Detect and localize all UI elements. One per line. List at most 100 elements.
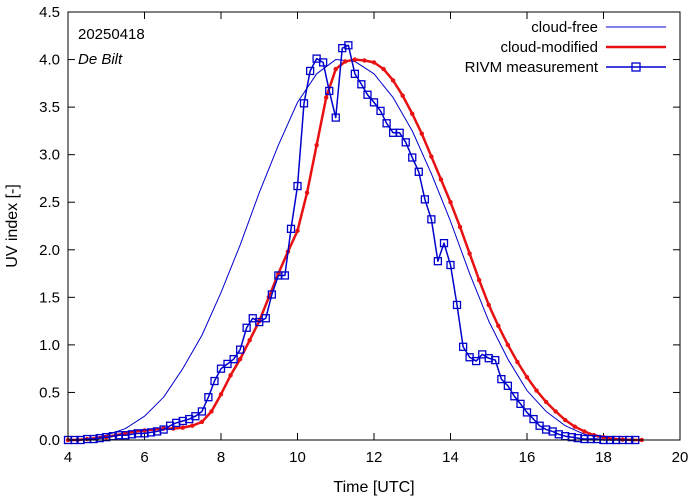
x-tick-label: 16: [519, 449, 536, 466]
point-cloud-modified: [438, 177, 444, 182]
legend-label-rivm-measurement: RIVM measurement: [465, 59, 599, 76]
x-tick-label: 12: [366, 449, 383, 466]
point-rivm-measurement: [363, 90, 372, 99]
point-rivm-measurement: [433, 257, 443, 266]
x-tick-label: 4: [64, 449, 72, 466]
point-cloud-modified: [563, 417, 568, 423]
point-rivm-measurement: [350, 69, 360, 78]
legend-label-cloud-modified: cloud-modified: [500, 39, 598, 56]
point-rivm-measurement: [197, 407, 207, 416]
point-cloud-modified: [543, 399, 549, 405]
y-tick-label: 4.0: [39, 52, 60, 69]
point-rivm-measurement: [325, 86, 334, 96]
point-cloud-modified: [343, 59, 348, 64]
point-rivm-measurement: [305, 66, 315, 76]
point-cloud-modified: [524, 375, 530, 380]
point-cloud-modified: [419, 131, 425, 136]
point-cloud-modified: [534, 388, 539, 393]
y-tick-label: 4.5: [39, 4, 60, 21]
point-cloud-modified: [237, 356, 243, 362]
x-tick-label: 20: [672, 449, 689, 466]
point-cloud-modified: [218, 392, 224, 397]
point-rivm-measurement: [408, 153, 417, 162]
date-label: 20250418: [78, 26, 145, 43]
y-tick-label: 2.5: [39, 194, 60, 211]
point-rivm-measurement: [458, 342, 468, 351]
point-rivm-measurement: [586, 434, 596, 444]
point-rivm-measurement: [471, 356, 481, 366]
point-cloud-modified: [362, 58, 367, 63]
legend-marker-rivm-measurement: [631, 62, 641, 72]
legend-label-cloud-free: cloud-free: [531, 19, 598, 36]
y-tick-label: 1.5: [39, 289, 60, 306]
point-cloud-modified: [457, 224, 463, 230]
x-tick-label: 14: [442, 449, 459, 466]
series-line-cloud-free: [67, 59, 650, 441]
point-rivm-measurement: [439, 238, 449, 248]
y-axis-title: UV index [-]: [4, 184, 21, 268]
x-axis-title: Time [UTC]: [333, 479, 414, 496]
point-cloud-modified: [247, 337, 252, 343]
point-cloud-modified: [467, 251, 472, 256]
point-rivm-measurement: [127, 430, 137, 439]
plot-frame: [67, 11, 681, 441]
y-tick-label: 1.0: [39, 337, 60, 354]
point-cloud-modified: [400, 93, 405, 98]
point-rivm-measurement: [491, 355, 500, 365]
point-cloud-modified: [486, 302, 491, 308]
point-rivm-measurement: [376, 106, 385, 116]
point-cloud-modified: [410, 111, 415, 116]
point-rivm-measurement: [401, 138, 410, 147]
point-rivm-measurement: [267, 290, 277, 299]
point-rivm-measurement: [503, 381, 513, 390]
point-cloud-modified: [496, 323, 501, 329]
point-rivm-measurement: [567, 432, 576, 442]
point-rivm-measurement: [299, 99, 309, 108]
point-cloud-modified: [190, 423, 195, 428]
point-cloud-modified: [352, 57, 358, 62]
point-rivm-measurement: [344, 41, 353, 50]
point-rivm-measurement: [229, 355, 238, 364]
point-cloud-modified: [553, 409, 558, 414]
x-tick-label: 6: [140, 449, 148, 466]
point-rivm-measurement: [510, 392, 519, 401]
point-rivm-measurement: [191, 412, 200, 421]
point-cloud-modified: [476, 278, 482, 283]
tick-layer: 4 6 8 10 12 14 16 18 20 0.0 0.5 1.0 1.5 2.0 2.5 3.0 3.5 4…: [39, 4, 688, 466]
point-rivm-measurement: [280, 271, 290, 280]
point-rivm-measurement: [382, 119, 391, 128]
location-label: De Bilt: [78, 51, 123, 68]
point-cloud-modified: [515, 359, 520, 365]
point-rivm-measurement: [146, 428, 156, 437]
y-tick-label: 3.0: [39, 147, 60, 164]
point-cloud-modified: [371, 60, 377, 65]
point-rivm-measurement: [497, 374, 506, 384]
point-rivm-measurement: [331, 113, 340, 122]
point-cloud-modified: [448, 200, 453, 205]
y-tick-label: 3.5: [39, 99, 60, 116]
point-rivm-measurement: [286, 224, 296, 234]
series-layer: [63, 41, 650, 445]
x-tick-label: 10: [289, 449, 306, 466]
point-rivm-measurement: [414, 167, 423, 176]
point-cloud-modified: [323, 95, 329, 100]
point-rivm-measurement: [452, 300, 462, 310]
point-cloud-modified: [505, 342, 511, 348]
point-rivm-measurement: [223, 359, 232, 369]
point-rivm-measurement: [522, 408, 532, 417]
point-rivm-measurement: [369, 98, 379, 107]
point-rivm-measurement: [357, 80, 366, 89]
point-rivm-measurement: [446, 260, 455, 270]
x-tick-label: 18: [595, 449, 612, 466]
point-cloud-modified: [199, 419, 205, 425]
y-tick-label: 0.0: [39, 432, 60, 449]
point-cloud-modified: [429, 154, 434, 159]
point-cloud-modified: [209, 409, 214, 414]
point-rivm-measurement: [318, 58, 328, 67]
point-rivm-measurement: [395, 128, 404, 137]
point-rivm-measurement: [242, 323, 251, 332]
point-cloud-modified: [582, 429, 587, 434]
point-cloud-modified: [390, 78, 396, 83]
point-cloud-modified: [304, 190, 310, 195]
